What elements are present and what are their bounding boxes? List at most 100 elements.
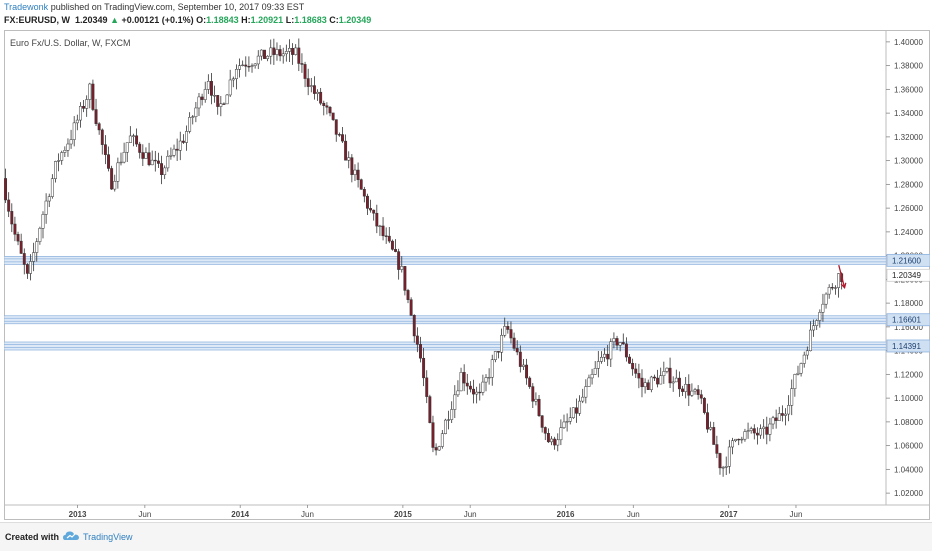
- candle-body: [593, 368, 597, 375]
- candle-body: [621, 342, 625, 345]
- candle-body: [172, 148, 176, 156]
- candle-body: [546, 433, 550, 443]
- candle-body: [238, 65, 241, 70]
- candle-body: [681, 388, 684, 392]
- candle-body: [596, 361, 600, 369]
- candle-body: [659, 375, 663, 385]
- candle-body: [284, 51, 288, 55]
- candle-body: [637, 373, 641, 379]
- candle-body: [194, 107, 198, 117]
- candle-body: [316, 91, 319, 94]
- candle-body: [603, 353, 607, 358]
- y-tick-label: 1.26000: [894, 204, 923, 213]
- candle-body: [147, 152, 151, 166]
- last-price-label: 1.20349: [892, 271, 921, 280]
- candle-body: [634, 368, 638, 374]
- candle-body: [734, 438, 738, 442]
- candle-body: [812, 325, 816, 331]
- candle-body: [818, 312, 822, 321]
- candle-body: [63, 150, 67, 153]
- tradingview-brand-link[interactable]: TradingView: [83, 532, 133, 542]
- candle-body: [584, 386, 588, 398]
- candle-body: [562, 421, 566, 429]
- candle-body: [671, 381, 675, 384]
- price-chart[interactable]: 1.40000 1.38000 1.36000 1.34000 1.32000 1.300…: [4, 30, 930, 520]
- candle-body: [431, 422, 435, 448]
- candle-body: [381, 225, 385, 237]
- level-band-1: [4, 315, 886, 324]
- x-tick-label: Jun: [138, 510, 151, 519]
- candle-body: [643, 382, 647, 388]
- candle-body: [740, 438, 744, 441]
- candle-body: [768, 423, 772, 435]
- candle-body: [203, 89, 207, 100]
- candle-body: [228, 79, 232, 96]
- candle-body: [506, 326, 510, 330]
- candle-body: [765, 426, 769, 435]
- candle-body: [790, 388, 794, 406]
- candle-body: [38, 228, 42, 242]
- candle-body: [309, 85, 313, 87]
- candle-body: [718, 453, 722, 469]
- candle-body: [275, 49, 279, 55]
- candle-body: [206, 81, 210, 90]
- x-tick-label: Jun: [790, 510, 803, 519]
- symbol-label: FX:EURUSD, W: [4, 15, 70, 25]
- candle-body: [222, 103, 226, 105]
- candle-body: [294, 47, 298, 55]
- y-tick-label: 1.24000: [894, 228, 923, 237]
- candle-body: [272, 47, 276, 55]
- candle-body: [325, 105, 329, 108]
- candle-body: [631, 363, 635, 370]
- candle-body: [66, 143, 70, 151]
- candle-body: [175, 148, 179, 151]
- candle-body: [521, 364, 525, 367]
- high-label: H:: [241, 15, 251, 25]
- candle-body: [749, 428, 753, 431]
- candle-body: [91, 83, 95, 110]
- candle-body: [553, 438, 557, 446]
- candle-body: [216, 95, 220, 107]
- candle-body: [100, 129, 104, 145]
- candle-body: [606, 353, 610, 360]
- y-tick-label: 1.38000: [894, 62, 923, 71]
- close-value: 1.20349: [338, 15, 372, 25]
- candle-body: [225, 94, 229, 105]
- candle-body: [462, 372, 466, 384]
- x-tick-label: 2017: [720, 510, 738, 519]
- candle-body: [743, 431, 747, 440]
- x-tick-label: 2013: [69, 510, 87, 519]
- candle-body: [22, 253, 26, 265]
- candle-body: [78, 106, 82, 121]
- candle-body: [821, 303, 825, 313]
- candle-body: [44, 200, 48, 215]
- candle-body: [241, 64, 245, 67]
- candle-body: [497, 351, 500, 353]
- candle-body: [777, 413, 781, 421]
- candle-body: [269, 47, 273, 57]
- candle-body: [69, 139, 73, 145]
- candle-body: [649, 376, 653, 390]
- candle-body: [319, 91, 323, 104]
- down-arrow-annotation: [838, 264, 846, 288]
- candle-body: [7, 199, 11, 212]
- author-link[interactable]: Tradewonk: [4, 2, 49, 12]
- candle-body: [422, 357, 426, 379]
- candle-body: [568, 417, 572, 422]
- candle-body: [590, 374, 594, 379]
- candle-body: [771, 417, 775, 425]
- candle-body: [387, 235, 391, 242]
- candle-body: [503, 326, 507, 336]
- created-with-text: Created with: [5, 532, 60, 542]
- candle-body: [737, 438, 741, 441]
- level-price-label: 1.16601: [892, 316, 921, 325]
- candle-body: [827, 287, 831, 295]
- candle-body: [746, 430, 750, 432]
- candle-body: [587, 377, 591, 387]
- candle-body: [107, 154, 110, 169]
- candle-body: [724, 466, 728, 468]
- candle-body: [150, 159, 154, 166]
- candle-body: [824, 293, 828, 305]
- candle-body: [543, 427, 547, 434]
- candle-body: [518, 351, 522, 367]
